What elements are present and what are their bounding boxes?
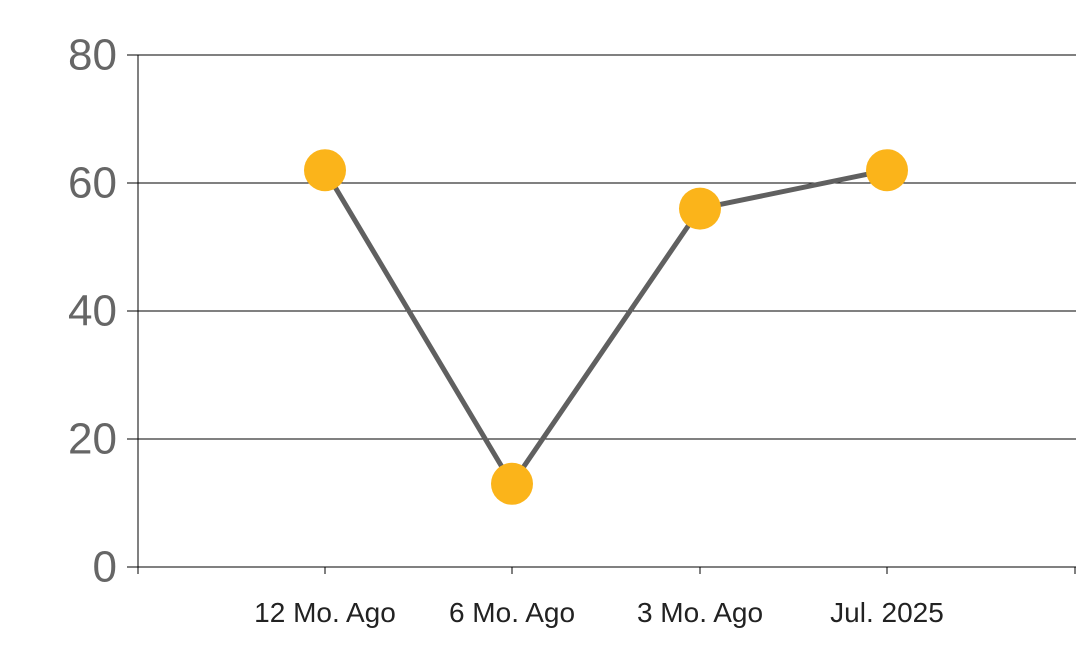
gridlines xyxy=(127,54,1076,440)
x-tick-label-2: 3 Mo. Ago xyxy=(637,597,763,628)
y-tick-label-40: 40 xyxy=(68,287,117,336)
x-axis-tick-labels: 12 Mo. Ago 6 Mo. Ago 3 Mo. Ago Jul. 2025 xyxy=(254,597,944,628)
x-tick-label-1: 6 Mo. Ago xyxy=(449,597,575,628)
data-point-0 xyxy=(304,149,346,192)
y-axis-tick-labels: 0 20 40 60 80 xyxy=(68,31,117,592)
y-tick-label-0: 0 xyxy=(93,543,117,592)
y-tick-label-80: 80 xyxy=(68,31,117,80)
data-point-2 xyxy=(679,187,721,230)
axes xyxy=(127,54,1076,574)
x-tick-label-3: Jul. 2025 xyxy=(830,597,944,628)
y-tick-label-20: 20 xyxy=(68,415,117,464)
y-tick-label-60: 60 xyxy=(68,159,117,208)
data-point-3 xyxy=(866,149,908,192)
series-line xyxy=(322,167,888,487)
x-tick-label-0: 12 Mo. Ago xyxy=(254,597,396,628)
data-points xyxy=(304,149,908,505)
series-0-line xyxy=(322,167,888,487)
data-point-1 xyxy=(491,462,533,505)
